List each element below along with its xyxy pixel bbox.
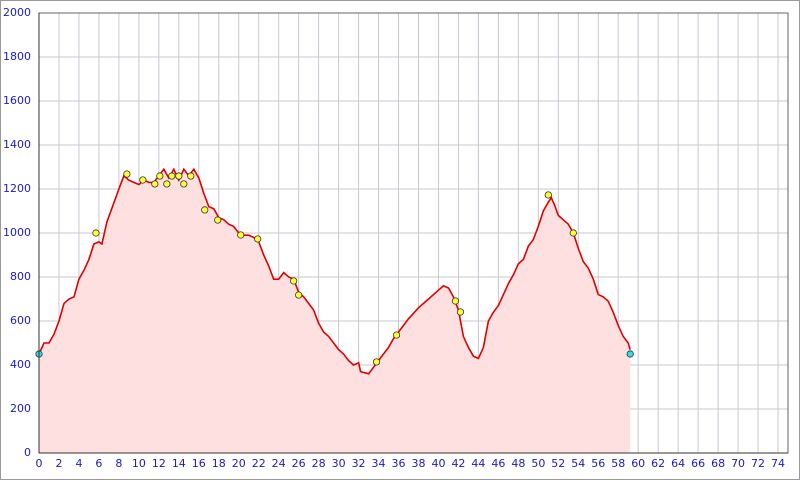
y-tick-label: 800 <box>10 270 31 283</box>
x-tick-label: 38 <box>411 457 425 470</box>
x-tick-label: 10 <box>132 457 146 470</box>
y-tick-label: 2000 <box>3 6 31 19</box>
x-tick-label: 66 <box>691 457 705 470</box>
x-tick-label: 26 <box>292 457 306 470</box>
x-tick-label: 44 <box>471 457 485 470</box>
x-tick-label: 40 <box>431 457 445 470</box>
y-tick-label: 600 <box>10 314 31 327</box>
x-tick-label: 32 <box>352 457 366 470</box>
waypoint <box>290 277 298 285</box>
x-tick-label: 22 <box>252 457 266 470</box>
x-tick-label: 20 <box>232 457 246 470</box>
waypoint <box>372 358 381 366</box>
waypoint <box>295 291 303 299</box>
x-tick-label: 42 <box>451 457 465 470</box>
x-tick-label: 54 <box>571 457 585 470</box>
elevation-line <box>38 167 631 375</box>
waypoint <box>544 191 552 199</box>
waypoint <box>175 172 183 180</box>
x-tick-label: 28 <box>312 457 326 470</box>
waypoint <box>214 216 222 224</box>
x-tick-label: 48 <box>511 457 525 470</box>
x-tick-label: 18 <box>212 457 226 470</box>
waypoint <box>168 172 176 180</box>
x-tick-label: 24 <box>272 457 286 470</box>
waypoint <box>456 308 465 316</box>
x-tick-label: 8 <box>115 457 122 470</box>
waypoint <box>92 229 100 237</box>
x-tick-label: 4 <box>75 457 82 470</box>
y-tick-label: 1600 <box>3 94 31 107</box>
x-tick-label: 30 <box>332 457 346 470</box>
waypoint <box>156 172 164 180</box>
waypoint <box>254 235 262 243</box>
elevation-area <box>39 169 631 453</box>
x-tick-label: 60 <box>631 457 645 470</box>
y-tick-label: 1800 <box>3 50 31 63</box>
y-tick-label: 1000 <box>3 226 31 239</box>
x-tick-label: 56 <box>591 457 605 470</box>
x-tick-label: 0 <box>36 457 43 470</box>
waypoint <box>180 180 188 188</box>
y-tick-label: 200 <box>10 402 31 415</box>
waypoint <box>201 206 209 214</box>
x-tick-label: 12 <box>152 457 166 470</box>
x-tick-label: 16 <box>192 457 206 470</box>
x-tick-label: 6 <box>95 457 102 470</box>
y-tick-label: 0 <box>24 446 31 459</box>
x-tick-label: 68 <box>711 457 725 470</box>
waypoint <box>187 172 195 180</box>
x-tick-label: 52 <box>551 457 565 470</box>
waypoint <box>151 180 159 188</box>
x-tick-label: 36 <box>392 457 406 470</box>
x-tick-label: 50 <box>531 457 545 470</box>
waypoint <box>569 229 577 237</box>
y-tick-label: 1200 <box>3 182 31 195</box>
x-tick-label: 46 <box>491 457 505 470</box>
y-tick-label: 1400 <box>3 138 31 151</box>
x-tick-label: 2 <box>55 457 62 470</box>
waypoint <box>451 297 460 305</box>
x-tick-label: 74 <box>771 457 785 470</box>
waypoint <box>139 176 147 184</box>
waypoint <box>123 170 131 178</box>
endpoint <box>626 350 634 358</box>
x-tick-label: 64 <box>671 457 685 470</box>
waypoint <box>392 331 401 339</box>
waypoint <box>163 180 171 188</box>
x-tick-label: 58 <box>611 457 625 470</box>
x-tick-label: 70 <box>731 457 745 470</box>
x-tick-label: 62 <box>651 457 665 470</box>
y-tick-label: 400 <box>10 358 31 371</box>
waypoint <box>237 231 245 239</box>
x-tick-label: 34 <box>372 457 386 470</box>
x-tick-label: 14 <box>172 457 186 470</box>
x-tick-label: 72 <box>751 457 765 470</box>
